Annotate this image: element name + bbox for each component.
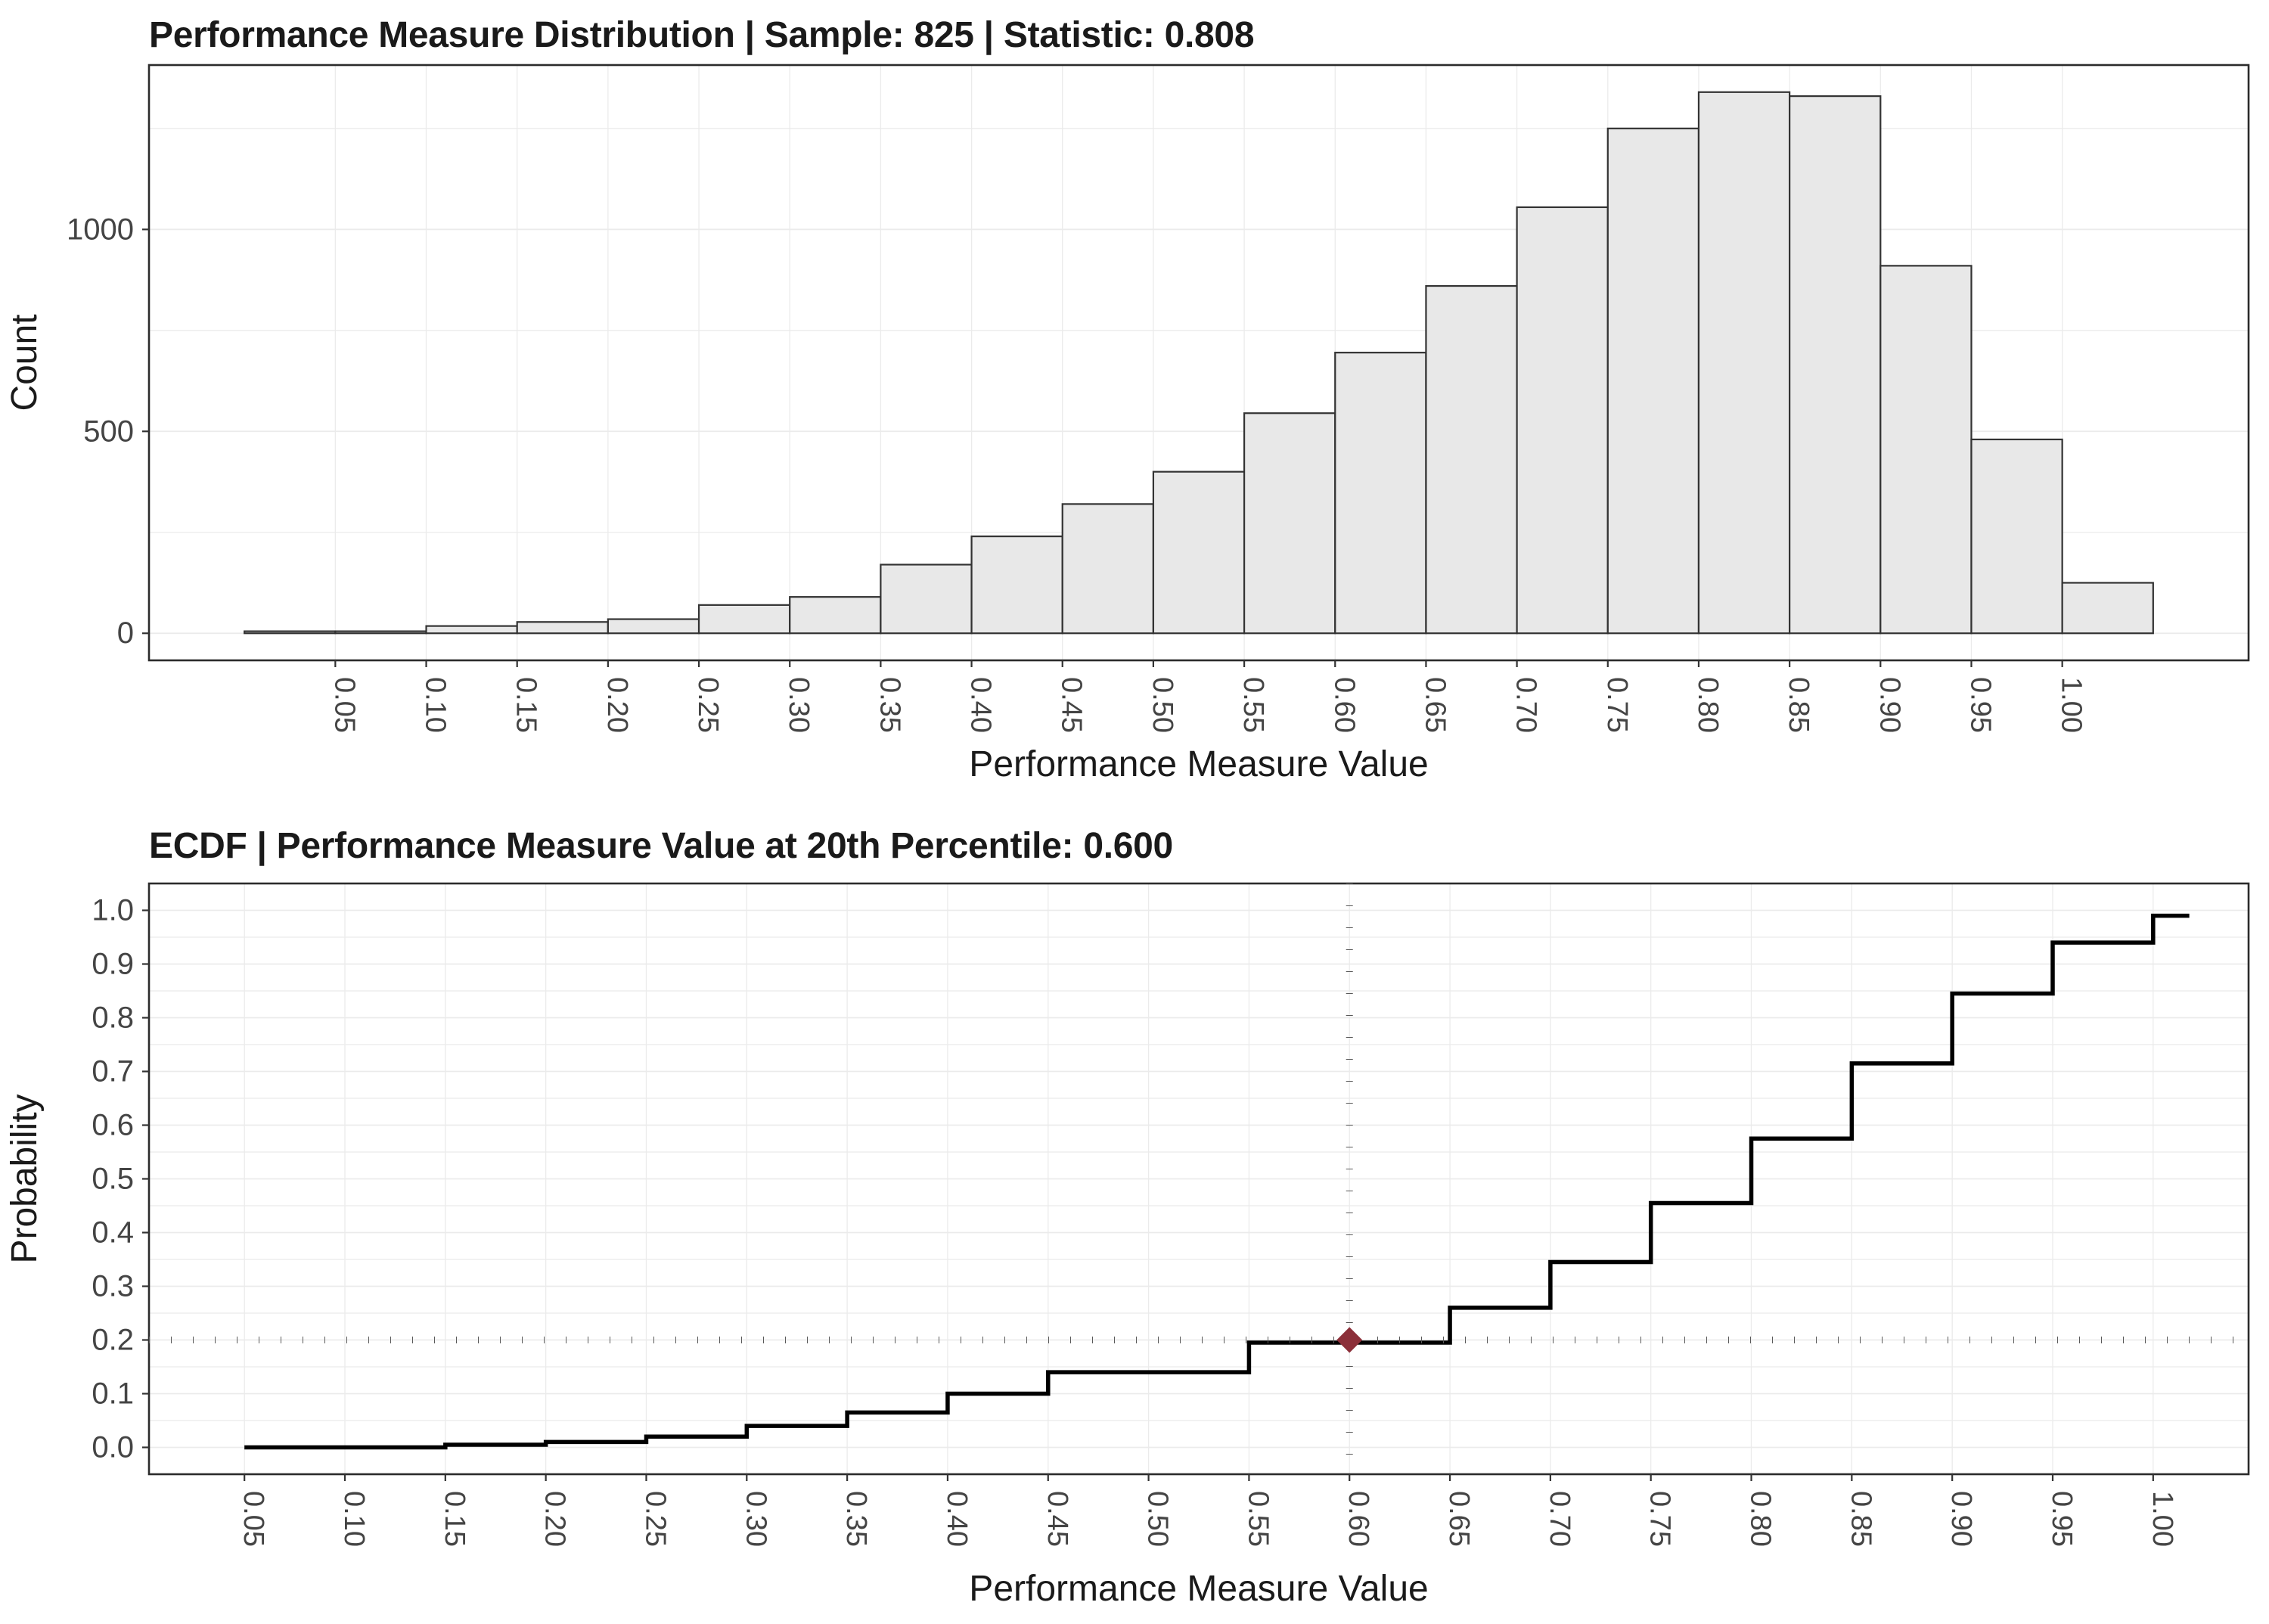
svg-text:0.0: 0.0 — [92, 1431, 134, 1464]
svg-text:0.35: 0.35 — [840, 1491, 872, 1547]
svg-text:0.20: 0.20 — [601, 677, 633, 733]
svg-text:0.60: 0.60 — [1328, 677, 1360, 733]
svg-text:0.50: 0.50 — [1147, 677, 1178, 733]
svg-text:Performance Measure Value: Performance Measure Value — [969, 744, 1428, 784]
svg-text:0.70: 0.70 — [1510, 677, 1542, 733]
svg-text:0.75: 0.75 — [1644, 1491, 1676, 1547]
svg-text:0.25: 0.25 — [639, 1491, 671, 1547]
svg-text:0.55: 0.55 — [1237, 677, 1269, 733]
svg-text:ECDF | Performance Measure Val: ECDF | Performance Measure Value at 20th… — [149, 826, 1173, 866]
svg-text:0.10: 0.10 — [420, 677, 452, 733]
svg-text:0.50: 0.50 — [1142, 1491, 1174, 1547]
svg-text:0.90: 0.90 — [1873, 677, 1905, 733]
svg-text:0.60: 0.60 — [1342, 1491, 1374, 1547]
svg-text:0.80: 0.80 — [1692, 677, 1724, 733]
svg-text:0.55: 0.55 — [1242, 1491, 1274, 1547]
svg-text:0.1: 0.1 — [92, 1377, 134, 1411]
svg-text:0.05: 0.05 — [328, 677, 360, 733]
svg-text:0.25: 0.25 — [692, 677, 724, 733]
svg-text:0: 0 — [117, 616, 134, 650]
svg-text:1.00: 1.00 — [2056, 677, 2087, 733]
svg-text:0.95: 0.95 — [2046, 1491, 2078, 1547]
svg-text:0.20: 0.20 — [539, 1491, 571, 1547]
svg-text:0.7: 0.7 — [92, 1055, 134, 1088]
svg-text:1000: 1000 — [67, 213, 134, 246]
svg-text:0.30: 0.30 — [740, 1491, 771, 1547]
svg-text:0.40: 0.40 — [941, 1491, 973, 1547]
svg-text:0.45: 0.45 — [1041, 1491, 1073, 1547]
svg-text:0.15: 0.15 — [439, 1491, 470, 1547]
svg-text:0.85: 0.85 — [1845, 1491, 1876, 1547]
svg-text:Count: Count — [5, 314, 45, 411]
svg-text:0.70: 0.70 — [1544, 1491, 1575, 1547]
svg-text:0.75: 0.75 — [1601, 677, 1633, 733]
svg-text:0.65: 0.65 — [1419, 677, 1451, 733]
svg-text:1.0: 1.0 — [92, 894, 134, 927]
svg-text:0.4: 0.4 — [92, 1216, 134, 1250]
svg-text:0.35: 0.35 — [874, 677, 905, 733]
svg-text:Performance Measure Value: Performance Measure Value — [969, 1569, 1428, 1609]
svg-text:0.2: 0.2 — [92, 1324, 134, 1357]
svg-text:0.15: 0.15 — [511, 677, 542, 733]
svg-text:0.90: 0.90 — [1945, 1491, 1977, 1547]
svg-text:0.10: 0.10 — [338, 1491, 370, 1547]
svg-text:0.8: 0.8 — [92, 1001, 134, 1035]
svg-text:1.00: 1.00 — [2146, 1491, 2178, 1547]
svg-text:Probability: Probability — [5, 1094, 45, 1263]
svg-text:0.95: 0.95 — [1964, 677, 1996, 733]
svg-text:0.9: 0.9 — [92, 948, 134, 981]
svg-text:0.6: 0.6 — [92, 1109, 134, 1142]
svg-text:0.65: 0.65 — [1443, 1491, 1475, 1547]
svg-text:Performance Measure Distributi: Performance Measure Distribution | Sampl… — [149, 15, 1254, 55]
svg-text:0.45: 0.45 — [1056, 677, 1088, 733]
svg-text:0.05: 0.05 — [237, 1491, 269, 1547]
svg-text:0.3: 0.3 — [92, 1270, 134, 1303]
svg-text:0.85: 0.85 — [1783, 677, 1814, 733]
svg-text:0.40: 0.40 — [965, 677, 997, 733]
svg-text:0.30: 0.30 — [783, 677, 815, 733]
svg-text:500: 500 — [83, 415, 134, 448]
svg-text:0.80: 0.80 — [1745, 1491, 1777, 1547]
svg-text:0.5: 0.5 — [92, 1163, 134, 1196]
